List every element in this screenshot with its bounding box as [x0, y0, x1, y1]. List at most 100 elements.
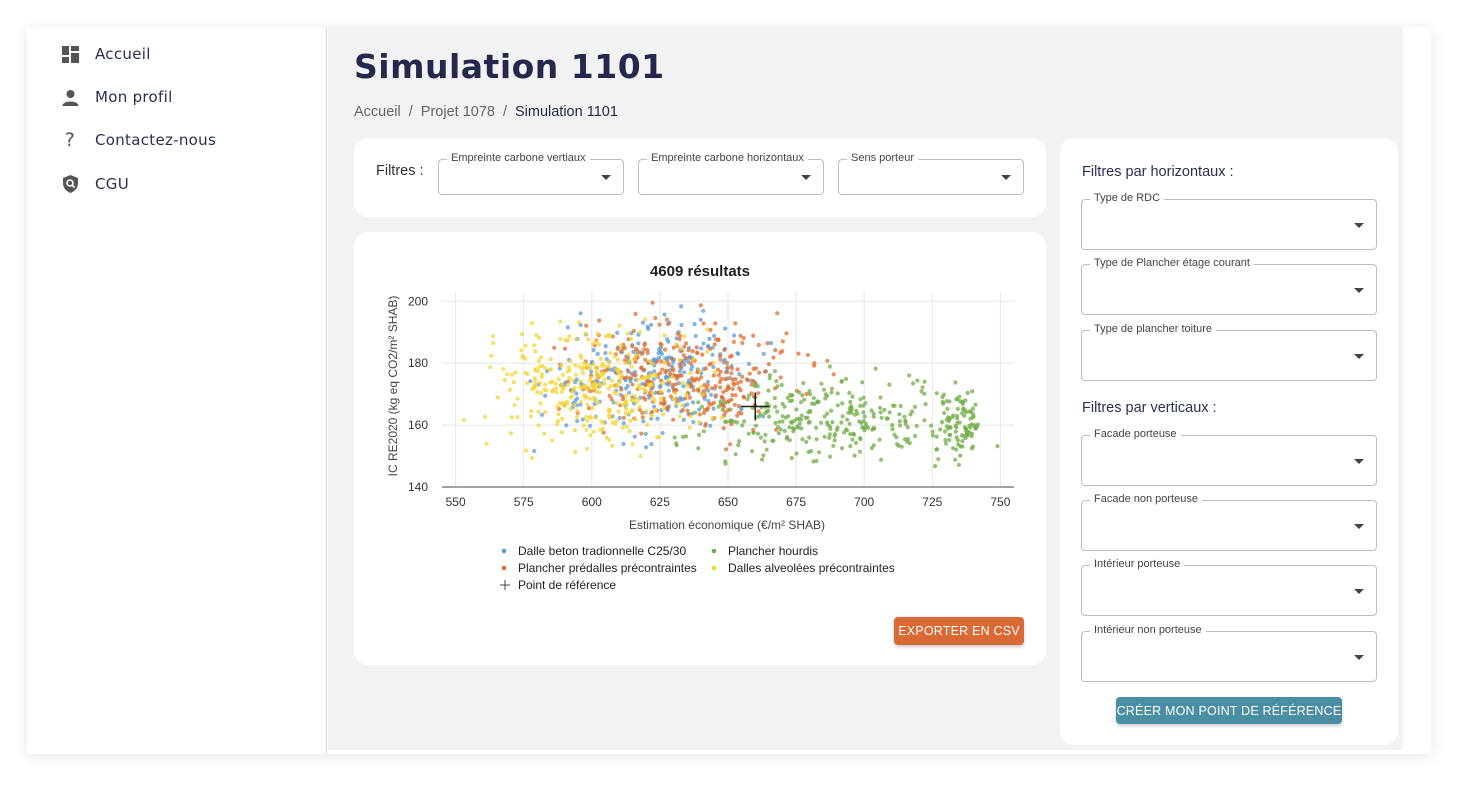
- select-label: Type de RDC: [1090, 192, 1165, 204]
- scatter-point: [757, 370, 762, 375]
- scatter-point: [515, 396, 520, 401]
- scatter-point: [591, 362, 596, 367]
- create-reference-button[interactable]: CRÉER MON POINT DE RÉFÉRENCE: [1116, 697, 1342, 724]
- select-plancher-etage[interactable]: Type de Plancher étage courant: [1081, 257, 1377, 315]
- sidebar-item-accueil[interactable]: Accueil: [61, 45, 151, 63]
- scatter-point: [954, 397, 959, 402]
- scatter-point: [913, 433, 918, 438]
- scatter-point: [606, 359, 611, 365]
- legend-label: Plancher prédalles précontraintes: [518, 561, 697, 575]
- scatter-point: [953, 380, 958, 385]
- scatter-point: [588, 433, 593, 438]
- scatter-point: [773, 420, 778, 425]
- scatter-point: [806, 420, 811, 425]
- scatter-point: [745, 397, 750, 402]
- select-sens-porteur[interactable]: Sens porteur: [838, 152, 1024, 195]
- legend-marker: [501, 565, 507, 571]
- scatter-point: [811, 395, 816, 401]
- scatter-point: [646, 378, 651, 384]
- scatter-point: [773, 348, 778, 353]
- scatter-point: [560, 372, 565, 377]
- scatter-point: [536, 423, 541, 428]
- sidebar-item-profil[interactable]: Mon profil: [61, 88, 173, 106]
- select-interieur-non-porteuse[interactable]: Intérieur non porteuse: [1081, 624, 1377, 682]
- scatter-point: [892, 403, 897, 408]
- scatter-point: [802, 397, 807, 402]
- scatter-point: [601, 430, 606, 435]
- scatter-point: [782, 428, 787, 433]
- scatter-point: [957, 420, 962, 425]
- scatter-point: [821, 387, 827, 392]
- scatter-point: [835, 425, 840, 430]
- scatter-point: [690, 349, 695, 354]
- scatter-point: [724, 419, 729, 424]
- breadcrumb-accueil[interactable]: Accueil: [354, 104, 401, 120]
- scatter-point: [787, 425, 792, 430]
- scatter-point: [627, 359, 632, 364]
- scatter-point: [684, 392, 689, 397]
- scatter-point: [892, 432, 897, 437]
- scatter-point: [701, 388, 707, 394]
- scatter-point: [602, 381, 607, 387]
- scatter-point: [567, 368, 572, 373]
- scatter-point: [566, 379, 571, 384]
- scatter-point: [629, 397, 634, 402]
- scatter-point: [551, 388, 556, 393]
- scatter-point: [537, 380, 542, 385]
- scatter-point: [947, 437, 952, 443]
- scatter-point: [599, 363, 604, 369]
- scatter-point: [849, 404, 854, 409]
- scatter-point: [633, 353, 639, 358]
- y-axis-label: IC RE2020 (kg eq CO2/m² SHAB): [386, 296, 400, 477]
- scatter-point: [615, 357, 620, 362]
- x-tick-label: 700: [854, 495, 874, 509]
- scatter-point: [624, 402, 629, 407]
- scatter-point: [624, 375, 629, 380]
- breadcrumb-projet[interactable]: Projet 1078: [420, 104, 495, 120]
- select-facade-porteuse[interactable]: Facade porteuse: [1081, 428, 1377, 486]
- select-plancher-toiture[interactable]: Type de plancher toiture: [1081, 323, 1377, 381]
- scatter-point: [920, 385, 925, 390]
- select-label: Type de Plancher étage courant: [1090, 257, 1254, 269]
- scatter-point: [732, 402, 737, 407]
- scatter-point: [700, 352, 705, 357]
- scatter-point: [672, 435, 677, 440]
- scatter-point: [640, 415, 645, 420]
- scatter-point: [670, 374, 675, 380]
- scatter-point: [539, 391, 544, 396]
- scatter-point: [574, 415, 580, 420]
- scatter-point: [670, 357, 675, 362]
- select-type-rdc[interactable]: Type de RDC: [1081, 192, 1377, 250]
- scatter-point: [713, 384, 718, 389]
- select-interieur-porteuse[interactable]: Intérieur porteuse: [1081, 558, 1377, 616]
- scatter-point: [677, 357, 682, 362]
- select-facade-non-porteuse[interactable]: Facade non porteuse: [1081, 493, 1377, 551]
- scatter-point: [814, 458, 819, 464]
- scatter-point: [766, 362, 771, 367]
- app-window: Accueil Mon profil ? Contactez-nous CGU …: [27, 27, 1431, 754]
- scatter-point: [766, 388, 771, 393]
- scatter-point: [651, 396, 656, 401]
- scatter-point: [693, 333, 698, 339]
- scatter-point: [585, 446, 590, 451]
- sidebar-item-contact[interactable]: ? Contactez-nous: [61, 129, 216, 151]
- scatter-point: [945, 406, 950, 411]
- breadcrumb-separator: /: [502, 104, 507, 120]
- scatter-point: [785, 395, 790, 400]
- scatter-point: [857, 419, 862, 424]
- scatter-point: [829, 390, 834, 395]
- scatter-point: [811, 459, 816, 464]
- scatter-point: [825, 358, 830, 363]
- scatter-point: [678, 395, 683, 400]
- select-empreinte-verticaux[interactable]: Empreinte carbone vertiaux: [438, 152, 624, 195]
- scatter-chart[interactable]: 4609 résultats 550 575 600 625 650 675 700 725 7…: [354, 232, 1046, 612]
- scatter-point: [730, 377, 735, 382]
- scatter-point: [638, 329, 643, 335]
- sidebar-item-cgu[interactable]: CGU: [61, 175, 129, 193]
- scatter-point: [840, 401, 845, 406]
- scatter-point: [633, 311, 638, 316]
- filters-card: Filtres : Empreinte carbone vertiaux Emp…: [354, 138, 1046, 217]
- export-csv-button[interactable]: EXPORTER EN CSV: [894, 617, 1024, 645]
- scatter-point: [786, 414, 791, 419]
- select-empreinte-horizontaux[interactable]: Empreinte carbone horizontaux: [638, 152, 824, 195]
